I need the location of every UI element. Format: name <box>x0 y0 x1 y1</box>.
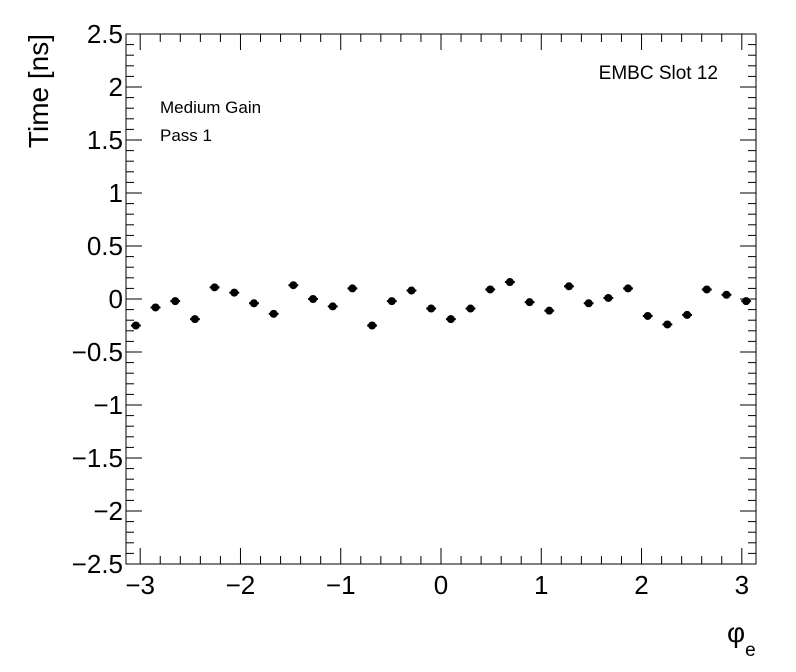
point-marker <box>683 310 692 319</box>
point-marker <box>742 297 751 306</box>
y-tick-label: −1.5 <box>72 443 123 473</box>
point-marker <box>505 278 514 287</box>
data-point <box>170 297 181 306</box>
point-marker <box>269 309 278 318</box>
point-marker <box>210 283 219 292</box>
data-point <box>367 321 378 330</box>
x-axis-title: φe <box>727 617 756 661</box>
point-marker <box>249 299 258 308</box>
data-point <box>564 282 574 291</box>
data-point <box>288 281 299 290</box>
data-point <box>623 284 633 293</box>
point-marker <box>584 299 593 308</box>
point-marker <box>722 290 731 299</box>
y-tick-label: −2 <box>93 496 123 526</box>
point-marker <box>230 288 239 297</box>
point-marker <box>427 304 436 313</box>
x-tick-label: −2 <box>226 570 256 600</box>
x-tick-label: 1 <box>534 570 548 600</box>
x-axis-symbol: φ <box>727 617 745 648</box>
point-marker <box>446 315 455 324</box>
point-marker <box>545 306 554 315</box>
data-point <box>465 304 476 313</box>
data-point <box>189 315 200 324</box>
data-point <box>327 302 338 311</box>
x-tick-label: 0 <box>434 570 448 600</box>
y-tick-label: 1.5 <box>87 125 123 155</box>
data-point <box>485 285 496 294</box>
data-point <box>445 315 456 324</box>
y-tick-label: 2.5 <box>87 19 123 49</box>
tick-marks <box>126 33 756 565</box>
point-marker <box>348 284 357 293</box>
y-tick-label: 1 <box>109 178 123 208</box>
point-marker <box>564 282 573 291</box>
data-point <box>150 303 161 312</box>
point-marker <box>702 285 711 294</box>
slot-label: EMBC Slot 12 <box>599 63 718 84</box>
point-marker <box>151 303 160 312</box>
x-axis-subscript: e <box>745 640 756 661</box>
point-marker <box>387 297 396 306</box>
y-tick-label: 2 <box>109 72 123 102</box>
point-marker <box>407 286 416 295</box>
point-marker <box>466 304 475 313</box>
point-marker <box>604 293 613 302</box>
point-marker <box>663 320 672 329</box>
data-point <box>544 306 555 315</box>
point-marker <box>486 285 495 294</box>
y-tick-label: 0.5 <box>87 231 123 261</box>
point-marker <box>624 284 633 293</box>
point-marker <box>190 315 199 324</box>
point-marker <box>328 302 337 311</box>
data-point <box>642 311 653 320</box>
data-point <box>406 286 417 295</box>
gain-label: Medium Gain <box>160 98 261 117</box>
y-tick-label: −0.5 <box>72 337 123 367</box>
y-tick-label: 0 <box>109 284 123 314</box>
x-tick-label: 2 <box>634 570 648 600</box>
data-point <box>603 293 614 302</box>
y-tick-labels: −2.5 −2 −1.5 −1 −0.5 0 0.5 1 1.5 2 2.5 <box>72 19 123 579</box>
data-point <box>229 288 240 297</box>
point-marker <box>643 311 652 320</box>
data-point <box>347 284 358 293</box>
y-tick-label: −1 <box>93 390 123 420</box>
data-point <box>583 299 594 308</box>
point-marker <box>131 321 140 330</box>
point-marker <box>309 295 318 303</box>
data-point <box>701 285 712 294</box>
y-tick-label: −2.5 <box>72 549 123 579</box>
data-point <box>209 283 220 292</box>
data-point <box>741 297 752 306</box>
data-point <box>662 320 673 329</box>
data-point <box>130 321 141 330</box>
data-point <box>426 304 437 313</box>
point-marker <box>525 298 534 307</box>
point-marker <box>171 297 180 306</box>
data-point <box>308 295 318 303</box>
point-marker <box>289 281 298 290</box>
x-tick-label: 3 <box>735 570 749 600</box>
data-point <box>386 297 397 306</box>
x-tick-label: −1 <box>326 570 356 600</box>
data-point <box>249 299 259 308</box>
data-points <box>130 278 752 330</box>
pass-label: Pass 1 <box>160 126 212 145</box>
data-point <box>721 290 732 299</box>
data-point <box>524 298 535 307</box>
data-point <box>682 310 693 319</box>
x-tick-labels: −3 −2 −1 0 1 2 3 <box>125 570 749 600</box>
x-tick-label: −3 <box>125 570 155 600</box>
data-point <box>268 309 279 318</box>
data-point <box>504 278 515 287</box>
y-axis-title: Time [ns] <box>23 34 54 148</box>
point-marker <box>368 321 377 330</box>
